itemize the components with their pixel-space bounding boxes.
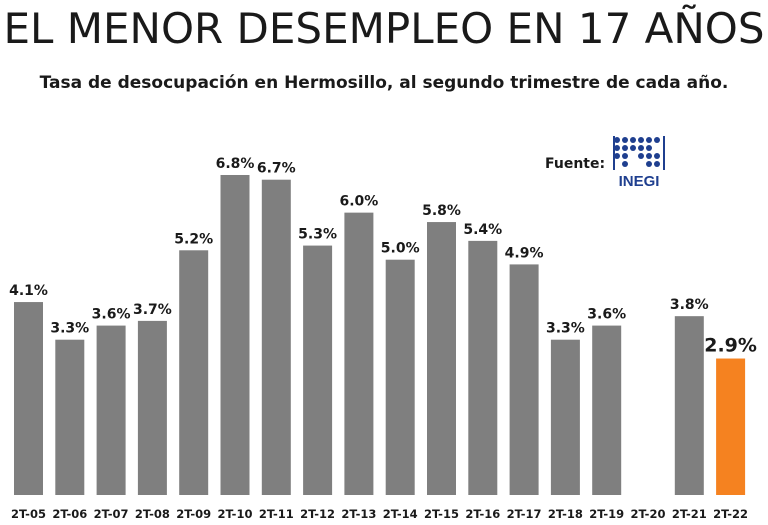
tick-label-2T-19: 2T-19 [589, 507, 624, 521]
data-label-2T-18: 3.3% [546, 321, 585, 337]
inegi-logo-text: INEGI [619, 173, 660, 190]
tick-label-2T-08: 2T-08 [135, 507, 170, 521]
data-label-2T-06: 3.3% [50, 321, 89, 337]
data-label-2T-17: 4.9% [505, 245, 544, 261]
data-label-2T-16: 5.4% [463, 222, 502, 238]
data-label-2T-13: 6.0% [339, 194, 378, 210]
data-label-2T-05: 4.1% [9, 283, 48, 299]
bar-2T-21 [674, 316, 704, 495]
data-label-2T-12: 5.3% [298, 227, 337, 243]
source-label: Fuente: [545, 156, 606, 172]
inegi-logo-icon: INEGI [613, 136, 665, 190]
tick-label-2T-12: 2T-12 [300, 507, 335, 521]
data-label-2T-09: 5.2% [174, 231, 213, 247]
tick-label-2T-06: 2T-06 [52, 507, 87, 521]
tick-label-2T-21: 2T-21 [672, 507, 707, 521]
tick-label-2T-17: 2T-17 [507, 507, 542, 521]
bar-2T-06 [55, 339, 85, 495]
tick-label-2T-22: 2T-22 [713, 507, 748, 521]
page-title: EL MENOR DESEMPLEO EN 17 AÑOS [3, 4, 765, 53]
bar-2T-22 [716, 358, 746, 495]
bar-2T-18 [550, 339, 580, 495]
bar-2T-17 [509, 264, 539, 495]
data-label-2T-08: 3.7% [133, 302, 172, 318]
tick-label-2T-05: 2T-05 [11, 507, 46, 521]
tick-label-2T-07: 2T-07 [94, 507, 129, 521]
bar-2T-14 [385, 259, 415, 495]
data-label-2T-21: 3.8% [670, 297, 709, 313]
data-label-2T-22: 2.9% [704, 335, 757, 357]
bar-2T-19 [592, 325, 622, 495]
tick-label-2T-15: 2T-15 [424, 507, 459, 521]
bar-2T-10 [220, 174, 250, 495]
data-label-2T-10: 6.8% [216, 156, 255, 172]
tick-label-2T-09: 2T-09 [176, 507, 211, 521]
bar-2T-13 [344, 212, 374, 495]
tick-label-2T-13: 2T-13 [341, 507, 376, 521]
tick-label-2T-16: 2T-16 [465, 507, 500, 521]
tick-label-2T-10: 2T-10 [218, 507, 253, 521]
bar-2T-12 [303, 245, 333, 495]
tick-label-2T-14: 2T-14 [383, 507, 418, 521]
bar-2T-09 [179, 250, 209, 495]
bar-2T-05 [14, 302, 43, 495]
bar-2T-16 [468, 240, 498, 495]
bar-2T-07 [96, 325, 126, 495]
source-block: Fuente: INEGI [545, 134, 685, 194]
chart-subtitle: Tasa de desocupación en Hermosillo, al s… [39, 73, 729, 93]
bar-2T-08 [137, 320, 167, 495]
tick-label-2T-11: 2T-11 [259, 507, 294, 521]
tick-label-2T-18: 2T-18 [548, 507, 583, 521]
data-label-2T-14: 5.0% [381, 241, 420, 257]
data-label-2T-19: 3.6% [587, 307, 626, 323]
tick-label-2T-20: 2T-20 [631, 507, 666, 521]
data-label-2T-15: 5.8% [422, 203, 461, 219]
data-label-2T-11: 6.7% [257, 161, 296, 177]
bar-2T-11 [261, 179, 291, 495]
bar-2T-15 [427, 222, 456, 495]
data-label-2T-07: 3.6% [92, 307, 131, 323]
